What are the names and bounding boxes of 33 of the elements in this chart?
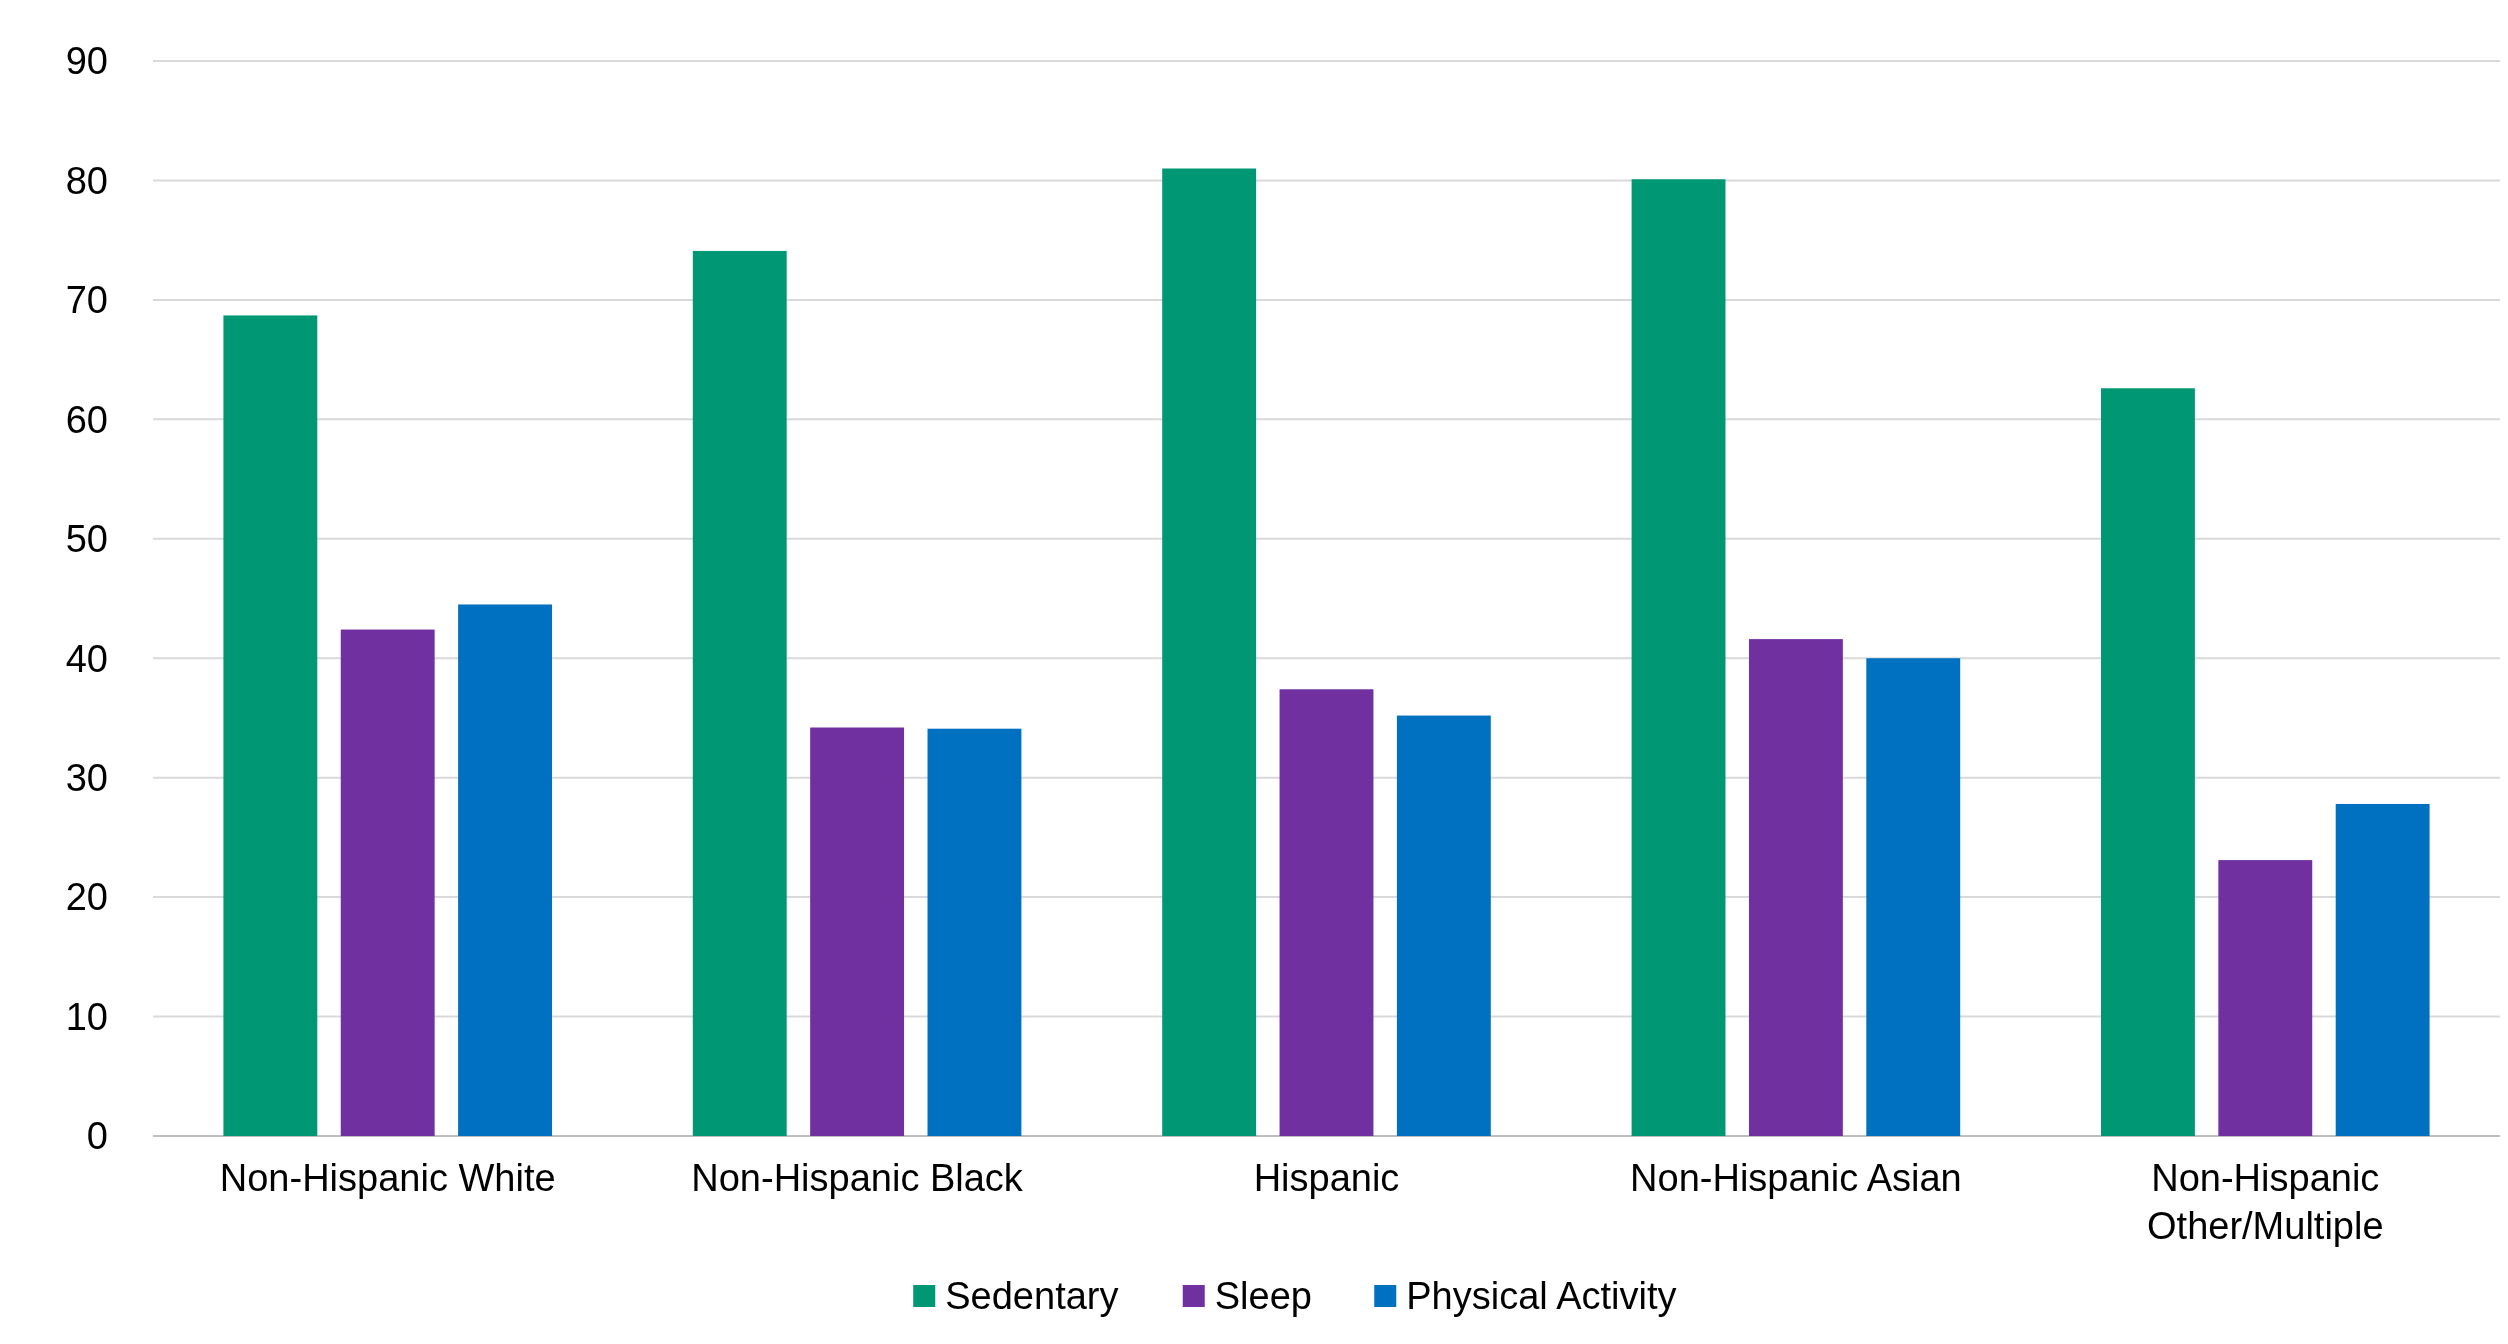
y-tick-label: 10 <box>65 995 108 1038</box>
y-tick-label: 0 <box>86 1115 108 1158</box>
x-tick-label: Hispanic <box>1253 1157 1400 1199</box>
x-tick-label: Non-Hispanic Black <box>691 1157 1024 1199</box>
y-tick-label: 60 <box>65 398 108 441</box>
y-tick-label: 80 <box>65 159 108 202</box>
y-tick-label: 70 <box>65 279 108 322</box>
y-tick-label: 40 <box>65 637 108 680</box>
x-tick-label: Non-Hispanic Asian <box>1630 1157 1962 1199</box>
bar <box>927 728 1022 1136</box>
bar <box>2218 860 2313 1136</box>
bar <box>1748 639 1843 1136</box>
x-tick-label: Non-Hispanic Other/Multiple <box>2147 1157 2384 1247</box>
bar <box>340 629 435 1136</box>
bar <box>1631 179 1726 1136</box>
legend-label: Physical Activity <box>1406 1275 1677 1318</box>
bar <box>1396 715 1491 1136</box>
legend-label: Sedentary <box>945 1275 1119 1318</box>
legend-label: Sleep <box>1214 1275 1312 1318</box>
bar <box>223 315 318 1136</box>
y-tick-label: 50 <box>65 518 108 561</box>
bar <box>1279 689 1374 1136</box>
y-tick-label: 20 <box>65 876 108 919</box>
bar <box>1162 168 1257 1136</box>
bar <box>2101 388 2195 1136</box>
bar <box>810 727 905 1136</box>
x-tick-label: Non-Hispanic White <box>219 1157 556 1199</box>
y-tick-label: 90 <box>65 40 108 83</box>
bar <box>692 250 787 1136</box>
y-tick-label: 30 <box>65 756 108 799</box>
bar <box>1866 658 1961 1136</box>
bar <box>458 604 552 1136</box>
bar <box>2335 803 2430 1136</box>
